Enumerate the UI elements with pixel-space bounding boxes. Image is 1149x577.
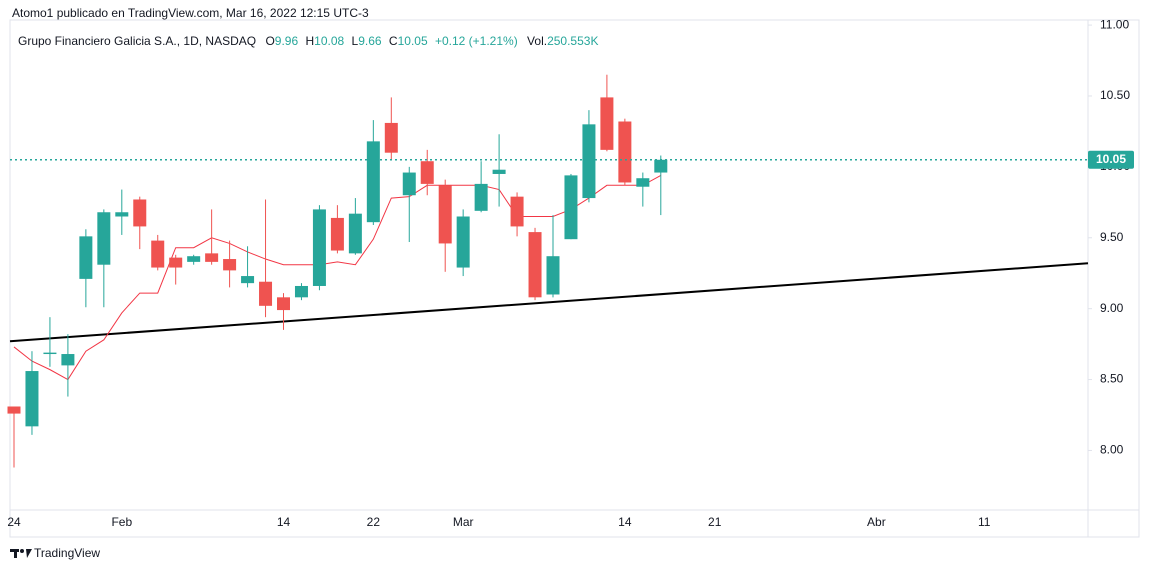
candle-body (438, 185, 452, 244)
candle-body (97, 212, 111, 265)
candle-body (654, 159, 668, 173)
h-label: H (305, 34, 314, 48)
candle-body (618, 121, 632, 183)
symbol: Grupo Financiero Galicia S.A., 1D, NASDA… (18, 34, 256, 48)
candle-body (600, 97, 614, 150)
candle-body (259, 281, 273, 306)
candle-body (528, 232, 542, 298)
l-label: L (352, 34, 359, 48)
change: +0.12 (+1.21%) (435, 34, 518, 48)
footer-brand: TradingView (34, 546, 100, 560)
o-value: 9.96 (275, 34, 299, 48)
candle-body (43, 352, 57, 355)
y-tick-label: 8.00 (1100, 443, 1124, 457)
publisher: Atomo1 publicado en TradingView.com, Mar… (12, 6, 369, 20)
candle-body (420, 161, 434, 184)
candle-body (241, 276, 255, 284)
x-tick-label: 24 (7, 515, 21, 529)
x-tick-label: Mar (453, 515, 474, 529)
x-tick-label: 14 (277, 515, 291, 529)
candle-body (61, 354, 75, 366)
c-value: 10.05 (398, 34, 428, 48)
candle-body (546, 256, 560, 295)
candle-body (348, 213, 362, 254)
candle-body (492, 169, 506, 174)
candle-body (79, 236, 93, 279)
o-label: O (265, 34, 274, 48)
candle-body (277, 297, 290, 311)
y-tick-label: 9.50 (1100, 230, 1124, 244)
candle-body (115, 212, 129, 217)
legend: Grupo Financiero Galicia S.A., 1D, NASDA… (18, 34, 598, 48)
vol-label: Vol. (527, 34, 547, 48)
candle-body (223, 259, 237, 271)
last-price-tag (1088, 150, 1134, 169)
y-tick-label: 11.00 (1100, 17, 1129, 31)
candle-body (366, 141, 380, 223)
x-tick-label: Feb (111, 515, 132, 529)
vol-value: 250.553K (547, 34, 598, 48)
x-tick-label: 22 (367, 515, 381, 529)
candle-body (187, 256, 201, 262)
candle-body (294, 285, 308, 298)
candle-body (474, 183, 488, 211)
candle-body (205, 253, 219, 262)
c-label: C (389, 34, 398, 48)
last-price-label: 10.05 (1096, 152, 1126, 166)
logo (10, 549, 32, 558)
y-tick-label: 8.50 (1100, 372, 1124, 386)
x-tick-label: 21 (708, 515, 722, 529)
candle-body (510, 196, 524, 227)
candle-body (384, 122, 398, 153)
candle-body (7, 406, 21, 414)
candle-body (312, 209, 326, 286)
candle-body (151, 240, 165, 268)
h-value: 10.08 (314, 34, 344, 48)
l-value: 9.66 (358, 34, 382, 48)
x-tick-label: 11 (978, 515, 991, 529)
candle-body (402, 172, 416, 196)
candle-body (330, 217, 344, 251)
candle-body (582, 124, 596, 199)
candle-body (564, 175, 578, 240)
candle-body (636, 178, 650, 187)
candle-body (25, 371, 39, 427)
x-tick-label: Abr (867, 515, 886, 529)
trendline (9, 262, 1089, 343)
x-tick-label: 14 (618, 515, 632, 529)
candle-body (169, 257, 183, 268)
candle-body (456, 216, 470, 268)
y-tick-label: 10.50 (1100, 88, 1130, 102)
y-tick-label: 9.00 (1100, 301, 1124, 315)
candle-body (133, 199, 147, 227)
frame (9, 19, 1140, 538)
